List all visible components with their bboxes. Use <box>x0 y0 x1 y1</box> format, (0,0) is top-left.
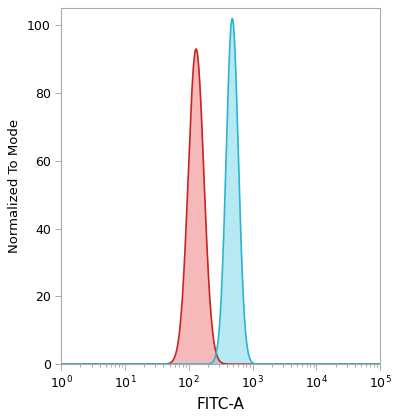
X-axis label: FITC-A: FITC-A <box>197 396 245 412</box>
Y-axis label: Normalized To Mode: Normalized To Mode <box>8 119 21 253</box>
